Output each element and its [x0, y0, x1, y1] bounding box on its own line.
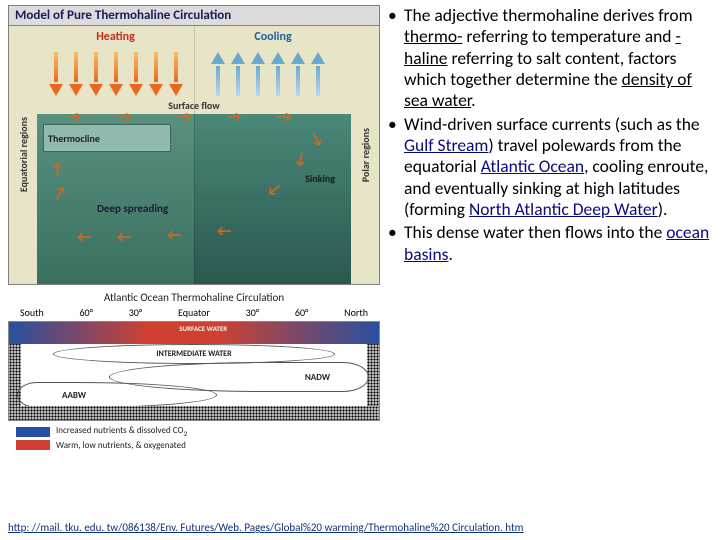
gulf-stream-link[interactable]: Gulf Stream	[404, 134, 488, 156]
cold-swatch	[16, 427, 50, 437]
intermediate-water: INTERMEDIATE WATER	[53, 344, 334, 364]
bullet-3: This dense water then flows into the oce…	[404, 222, 710, 265]
south-label: South	[20, 306, 44, 319]
warm-swatch	[16, 440, 50, 450]
diagram1-title: Model of Pure Thermohaline Circulation	[8, 5, 380, 26]
diagram2-title: Atlantic Ocean Thermohaline Circulation	[8, 291, 380, 304]
nadw-link[interactable]: North Atlantic Deep Water	[469, 198, 658, 220]
equatorial-label: Equatorial regions	[9, 26, 37, 284]
north-label: North	[344, 306, 368, 319]
text-content: The adjective thermohaline derives from …	[384, 5, 712, 519]
source-footer: http: //mail. tku. edu. tw/086138/Env. F…	[0, 519, 720, 540]
thermohaline-model-diagram: Model of Pure Thermohaline Circulation E…	[8, 5, 380, 285]
thermocline-box: Thermocline	[43, 124, 171, 152]
surface-flow-label: Surface flow	[37, 99, 351, 112]
sinking-label: Sinking	[305, 172, 335, 185]
cooling-label: Cooling	[195, 30, 351, 44]
left-diagrams: Model of Pure Thermohaline Circulation E…	[8, 5, 380, 519]
polar-label: Polar regions	[351, 26, 379, 284]
bullet-2: Wind-driven surface currents (such as th…	[404, 114, 710, 221]
bullet-1: The adjective thermohaline derives from …	[404, 5, 710, 112]
surface-water-layer: SURFACE WATER	[9, 322, 379, 344]
atlantic-cross-section: South 60° 30° Equator 30° 60° North SURF…	[8, 306, 380, 456]
source-link[interactable]: http: //mail. tku. edu. tw/086138/Env. F…	[8, 521, 523, 534]
heating-label: Heating	[37, 30, 194, 44]
diagram2-legend: Increased nutrients & dissolved CO2 Warm…	[8, 421, 380, 451]
atlantic-ocean-link[interactable]: Atlantic Ocean	[481, 155, 584, 177]
deep-spreading-label: Deep spreading	[97, 202, 168, 215]
